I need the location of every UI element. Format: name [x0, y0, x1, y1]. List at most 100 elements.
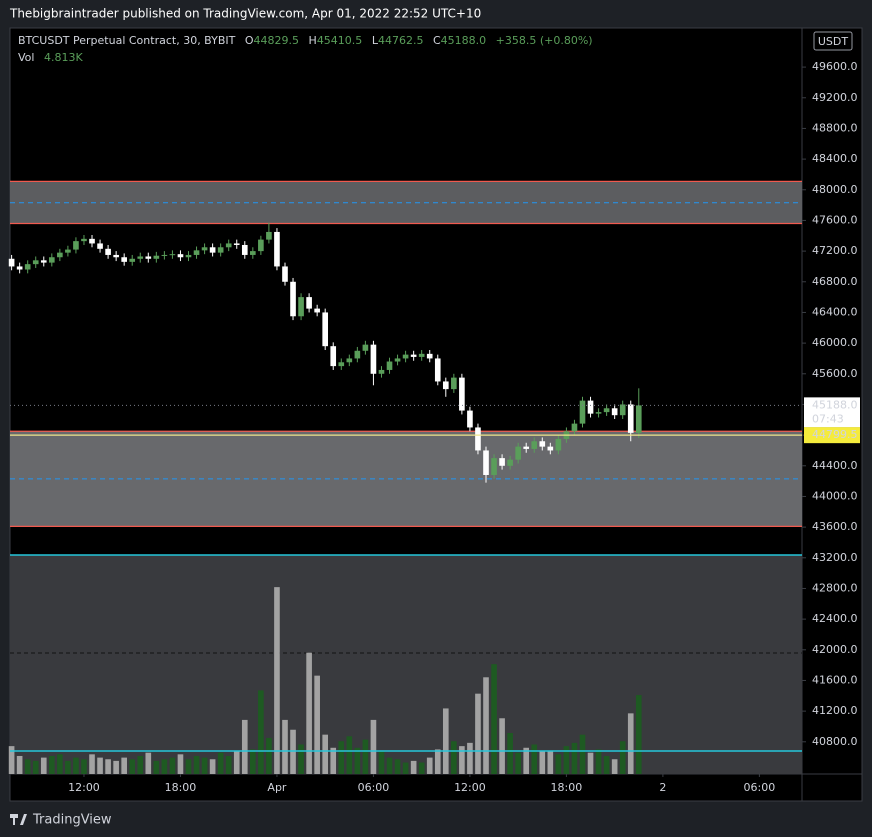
volume-bar — [65, 760, 71, 774]
candle-body — [499, 458, 505, 466]
volume-bar — [193, 755, 200, 774]
volume-bar — [274, 587, 280, 774]
legend-low: 44762.5 — [378, 34, 424, 47]
volume-bar — [627, 713, 634, 774]
y-tick-label: 42800.0 — [812, 581, 858, 594]
volume-bar — [338, 741, 345, 774]
candle-body — [65, 249, 71, 253]
legend-key: H — [309, 34, 317, 47]
volume-bar — [394, 759, 401, 774]
candle-body — [258, 239, 264, 252]
hline-label: 44799.5 — [812, 428, 858, 441]
candle-body — [410, 354, 417, 357]
candle-body — [394, 358, 401, 362]
candle-body — [619, 404, 626, 416]
volume-bar — [467, 742, 473, 774]
volume-bar — [306, 652, 312, 774]
candle-body — [233, 243, 240, 245]
candle-body — [555, 438, 562, 451]
countdown: 07:43 — [812, 412, 844, 425]
candle-body — [579, 400, 586, 424]
volume-bar — [81, 759, 87, 774]
candle-body — [426, 353, 433, 359]
legend-open: 44829.5 — [254, 34, 300, 47]
y-tick-label: 40800.0 — [812, 735, 858, 748]
volume-bar — [16, 755, 23, 774]
volume-bar — [145, 752, 152, 774]
currency[interactable]: USDT — [818, 35, 849, 48]
candle-body — [145, 256, 152, 259]
candle-body — [386, 361, 393, 370]
candle-body — [97, 243, 103, 249]
volume-value: 4.813K — [44, 51, 83, 64]
x-tick-label: 12:00 — [454, 781, 486, 794]
legend-change: +358.5 (+0.80%) — [496, 34, 593, 47]
candle-body — [225, 243, 232, 248]
volume-bar — [282, 719, 288, 774]
volume-bar — [619, 741, 626, 774]
y-tick-label: 43600.0 — [812, 520, 858, 533]
volume-bar — [330, 747, 337, 774]
volume-bar — [370, 719, 377, 774]
volume-bar — [507, 733, 513, 774]
candle-body — [250, 251, 256, 255]
volume-bar — [169, 757, 176, 774]
y-tick-label: 48000.0 — [812, 183, 858, 196]
candle-body — [475, 427, 481, 451]
candle-body — [193, 250, 200, 255]
currency-button[interactable] — [813, 31, 853, 51]
legend-high: 45410.5 — [317, 34, 363, 47]
y-tick-label: 48400.0 — [812, 152, 858, 165]
x-tick-label: Apr — [267, 781, 287, 794]
candle-body — [322, 312, 329, 347]
candle-body — [40, 260, 47, 263]
y-tick-label: 44400.0 — [812, 459, 858, 472]
y-tick-label: 49200.0 — [812, 91, 858, 104]
legend: BTCUSDT Perpetual Contract, 30, BYBIT O4… — [18, 34, 593, 47]
volume-bar — [515, 752, 521, 774]
volume-bar — [121, 757, 127, 774]
volume-bar — [233, 751, 240, 774]
y-tick-label: 47600.0 — [812, 213, 858, 226]
volume-bar — [434, 749, 441, 774]
candle-body — [571, 423, 578, 432]
x-tick-label: 18:00 — [165, 781, 197, 794]
volume-bar — [48, 755, 55, 774]
candle-body — [113, 254, 119, 258]
candle-body — [378, 369, 385, 374]
y-tick-label: 43200.0 — [812, 551, 858, 564]
volume-bar — [298, 744, 304, 774]
candle-body — [467, 410, 473, 428]
volume-bar — [418, 762, 425, 774]
y-tick-label: 46800.0 — [812, 275, 858, 288]
volume-bar — [290, 729, 296, 774]
candle-body — [442, 381, 449, 390]
candle-body — [48, 257, 55, 263]
logo-icon — [10, 814, 27, 825]
brand-logo: TradingView — [10, 813, 112, 828]
candle-body — [121, 257, 127, 262]
volume-bar — [314, 675, 320, 774]
volume-bar — [362, 739, 369, 774]
volume-bar — [24, 759, 31, 774]
candle-body — [491, 458, 497, 475]
candle-body — [105, 248, 111, 255]
candle-body — [346, 358, 353, 363]
volume-bar — [32, 760, 39, 774]
candle-body — [8, 258, 15, 267]
candle-body — [402, 354, 409, 359]
volume-bar — [603, 755, 610, 774]
candle-body — [81, 238, 87, 242]
candle-body — [16, 266, 23, 270]
y-tick-label: 45600.0 — [812, 367, 858, 380]
volume-bar — [354, 747, 361, 774]
candle-body — [306, 297, 312, 309]
volume-bar — [225, 755, 232, 774]
candle-body — [507, 459, 513, 466]
volume-bar — [209, 759, 216, 774]
candle-body — [539, 441, 546, 447]
volume-bar — [113, 760, 119, 774]
volume-bar — [571, 742, 578, 774]
candle-body — [209, 247, 216, 253]
